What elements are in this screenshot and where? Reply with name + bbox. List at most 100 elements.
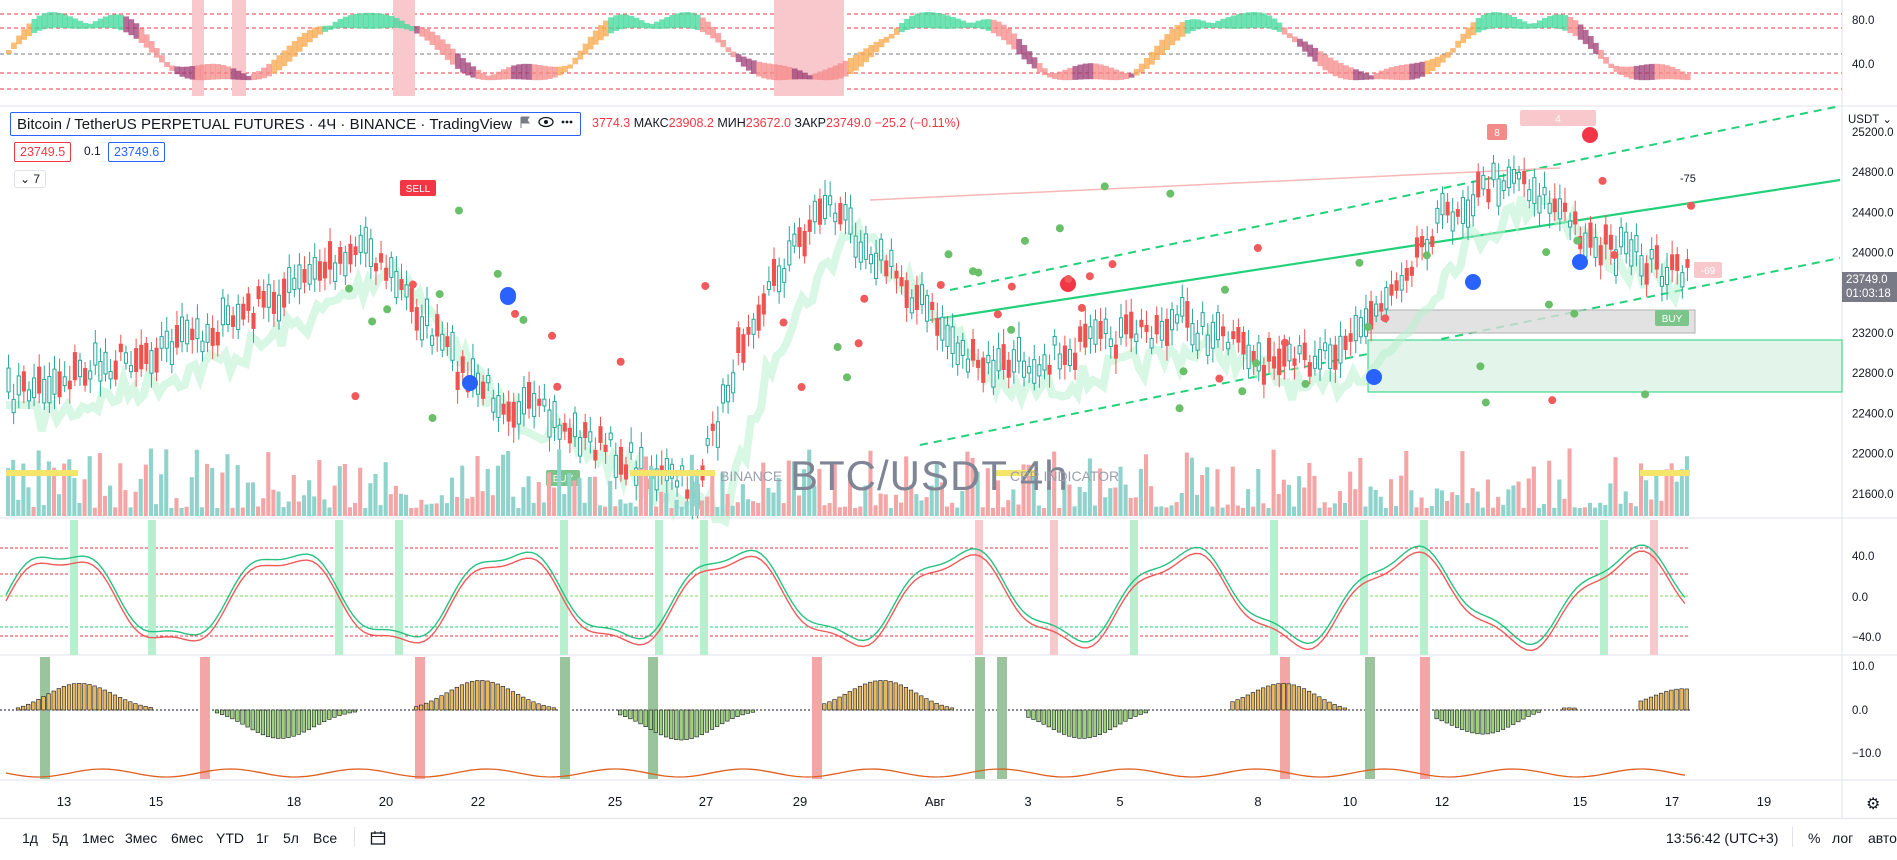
eye-icon[interactable] — [538, 115, 554, 133]
top-band — [970, 22, 977, 28]
histogram-bar — [750, 709, 755, 713]
time-tick: 15 — [149, 794, 163, 809]
histogram-bar — [689, 709, 694, 739]
timeframe-3[interactable]: 1мес — [82, 830, 115, 846]
histogram-bar — [679, 709, 684, 741]
candle-body — [1430, 236, 1435, 247]
change-value: −25.2 (−0.11%) — [874, 116, 960, 130]
candle-body — [1394, 280, 1399, 291]
volume-bar — [1654, 470, 1659, 516]
candle-body — [848, 207, 853, 235]
candle-body — [108, 370, 113, 380]
momentum-line — [5, 768, 1686, 778]
timeframe-7[interactable]: 1г — [256, 830, 269, 846]
more-icon[interactable] — [560, 115, 574, 133]
price-axis[interactable]: 25200.024800.024400.024000.023600.023200… — [1852, 15, 1894, 760]
volume-bar — [1174, 502, 1179, 516]
volume-bar — [495, 465, 500, 516]
timeframe-5[interactable]: 6мес — [171, 830, 204, 846]
gear-icon[interactable]: ⚙ — [1866, 796, 1881, 813]
volume-bar — [1587, 502, 1593, 516]
top-band — [592, 30, 599, 45]
signal-dot — [779, 318, 788, 327]
candle-body — [1236, 327, 1241, 343]
top-band — [1511, 16, 1518, 29]
histogram-bar — [102, 689, 107, 711]
candle-body — [327, 241, 333, 270]
top-band — [1659, 64, 1666, 80]
top-band — [1613, 65, 1620, 72]
volume-bar — [312, 496, 317, 516]
volume-bar — [1394, 505, 1399, 516]
histogram-bar — [541, 705, 546, 711]
signal-dot — [701, 281, 710, 290]
top-band — [1506, 14, 1512, 29]
candle-body — [945, 324, 950, 347]
signal-dot — [1301, 379, 1310, 388]
timeframe-8[interactable]: 5л — [283, 830, 299, 846]
candle-body — [251, 312, 256, 329]
volume-bar — [475, 456, 480, 516]
top-band — [439, 39, 446, 55]
top-band — [1485, 12, 1492, 29]
signal-bar — [560, 520, 568, 655]
top-band — [822, 69, 829, 81]
histogram-bar — [551, 707, 556, 711]
timeframe-1[interactable]: 1д — [22, 830, 38, 846]
volume-bar — [1327, 507, 1332, 516]
histogram-bar — [648, 709, 653, 730]
histogram-bar — [653, 709, 658, 733]
histogram-bar — [893, 682, 898, 711]
top-band — [434, 35, 441, 50]
top-band — [235, 70, 242, 80]
time-axis[interactable]: 13 15 18 20 22 25 27 29 Авг 3 5 8 10 12 15 17 19 — [57, 794, 1771, 809]
signal-bar — [700, 520, 708, 655]
volume-bar — [807, 449, 812, 516]
volume-bar — [1511, 485, 1516, 516]
symbol-title-box[interactable]: Bitcoin / TetherUS PERPETUAL FUTURES · 4… — [10, 112, 581, 136]
top-band — [1542, 18, 1548, 28]
histogram-bar — [66, 684, 72, 711]
date-range-icon[interactable] — [370, 830, 386, 849]
percent-toggle[interactable]: % — [1808, 830, 1821, 846]
candle-body — [1685, 259, 1690, 268]
volume-bar — [337, 466, 342, 516]
timeframe-2[interactable]: 5д — [52, 830, 68, 846]
candle-body — [1226, 341, 1231, 350]
candle-body — [578, 437, 583, 457]
volume-bar — [1414, 507, 1419, 516]
log-toggle[interactable]: лог — [1832, 830, 1854, 846]
candle-body — [756, 304, 761, 331]
top-band — [807, 75, 813, 80]
timeframe-9[interactable]: Все — [313, 830, 338, 846]
bid-price-button[interactable]: 23749.5 — [14, 142, 72, 162]
top-band — [1143, 57, 1150, 69]
top-band — [1225, 17, 1232, 29]
candle-body — [894, 270, 899, 279]
session-marker — [1640, 470, 1690, 476]
top-band — [883, 36, 890, 43]
histogram-bar — [546, 706, 551, 711]
top-oscillator-pane — [0, 0, 1842, 96]
auto-toggle[interactable]: авто — [1868, 830, 1897, 846]
histogram-bar — [327, 709, 332, 720]
top-band — [1195, 19, 1201, 30]
timeframe-6[interactable]: YTD — [216, 830, 244, 846]
ask-price-button[interactable]: 23749.6 — [108, 142, 166, 162]
top-band — [1654, 63, 1660, 80]
top-band — [1067, 67, 1074, 81]
indicators-toggle[interactable]: ⌄ 7 — [14, 170, 47, 188]
clock-display[interactable]: 13:56:42 (UTC+3) — [1666, 830, 1779, 846]
volume-bar — [848, 474, 853, 516]
volume-bar — [1638, 463, 1644, 516]
histogram-bar — [500, 685, 505, 711]
top-band — [169, 65, 175, 71]
timeframe-4[interactable]: 3мес — [125, 830, 158, 846]
candle-body — [766, 281, 771, 290]
top-band — [266, 63, 272, 77]
axis-currency[interactable]: USDT ⌄ — [1848, 112, 1892, 126]
candle-body — [455, 371, 460, 390]
flag-icon[interactable] — [518, 115, 532, 133]
volume-bar — [57, 494, 62, 516]
